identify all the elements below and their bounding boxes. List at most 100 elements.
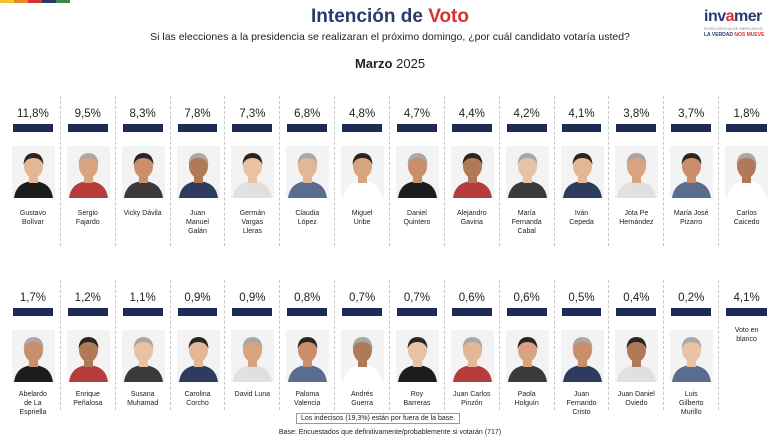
candidate-column: 0,6% Juan Carlos Pinzón — [445, 280, 500, 410]
category-label-line: Cepeda — [569, 219, 594, 226]
candidate-photo — [176, 330, 220, 382]
category-label-line: Enrique — [75, 391, 100, 398]
candidate-column: 8,3% Vicky Dávila — [116, 96, 171, 246]
candidate-photo-icon — [560, 146, 604, 198]
candidate-column: 7,3% Germán Vargas Lleras — [225, 96, 281, 246]
category-label-line: Susana — [130, 391, 155, 398]
candidate-column: 4,7% Daniel Quintero — [390, 96, 445, 246]
category-label: Jota Pe Hernández — [609, 209, 663, 227]
category-label-line: Jota Pe — [624, 210, 649, 217]
candidate-photo-icon — [66, 330, 110, 382]
category-label-line: Claudia — [295, 210, 320, 217]
candidate-photo — [341, 330, 385, 382]
candidate-photo-icon — [670, 330, 714, 382]
data-label: 4,2% — [513, 108, 540, 120]
category-label: Iván Cepeda — [555, 209, 609, 227]
chart-title: Intención de Voto — [0, 6, 780, 28]
candidate-photo-icon — [725, 146, 769, 198]
category-label-line: Oviedo — [625, 400, 648, 407]
category-label: Susana Muhamad — [116, 390, 170, 408]
category-label-line: Carolina — [184, 391, 211, 398]
bar — [451, 308, 492, 316]
candidate-photo-icon — [396, 146, 440, 198]
data-label: 6,8% — [294, 108, 321, 120]
bar — [506, 124, 547, 132]
category-label: Enrique Peñalosa — [61, 390, 115, 408]
category-label-line: Manuel — [186, 219, 209, 226]
bar — [616, 124, 657, 132]
data-label: 0,2% — [678, 292, 705, 304]
bar — [616, 308, 657, 316]
bar — [342, 308, 383, 316]
candidate-column: 0,2% Luis Gilberto Murillo — [664, 280, 720, 416]
bar — [397, 308, 437, 316]
candidate-column: 0,9% David Luna — [225, 280, 281, 410]
category-label: Juan Manuel Galán — [171, 209, 225, 236]
data-label: 1,2% — [74, 292, 101, 304]
category-label-line: Murillo — [680, 409, 702, 416]
candidate-column: 1,7% Abelardo de La Espriella — [6, 280, 61, 416]
category-label-line: Guerra — [351, 400, 373, 407]
data-label: 4,8% — [348, 108, 376, 120]
candidates-row-1: 11,8% Gustavo Bolívar 9,5% Sergio Fajardo 8,3%… — [6, 96, 774, 246]
color-stripe — [0, 0, 70, 3]
candidate-photo-icon — [121, 146, 165, 198]
bar — [232, 308, 273, 316]
candidate-column: 11,8% Gustavo Bolívar — [6, 96, 61, 246]
category-label: Luis Gilberto Murillo — [664, 390, 718, 417]
bar — [561, 124, 602, 132]
category-label-line: Carlos — [736, 210, 757, 217]
category-label-line: Muhamad — [127, 400, 159, 407]
category-label-line: Gaviria — [460, 219, 483, 226]
data-label: 0,9% — [184, 292, 211, 304]
data-label: 11,8% — [17, 108, 49, 120]
category-label-line: Juan Daniel — [617, 391, 655, 398]
candidate-photo — [396, 330, 440, 382]
data-label: 1,8% — [733, 108, 760, 120]
title-main: Intención de — [311, 6, 423, 27]
survey-question: Si las elecciones a la presidencia se re… — [150, 31, 630, 43]
category-label-line: Holguín — [514, 400, 539, 407]
logo-subtitle: INTELIGENCIA DE MERCADOS — [704, 26, 763, 31]
candidate-photo-icon — [505, 330, 549, 382]
category-label: Carolina Corcho — [171, 390, 225, 408]
bar — [67, 124, 108, 132]
candidate-column: 4,4% Alejandro Gaviria — [445, 96, 500, 246]
candidate-column: 0,8% Paloma Valencia — [280, 280, 336, 410]
candidate-photo — [66, 330, 110, 382]
category-label-line: Daniel — [407, 210, 427, 217]
bar — [122, 124, 163, 132]
base-note: Base: Encuestados que definitivamente/pr… — [278, 429, 502, 436]
category-label-line: Alejandro — [457, 210, 487, 217]
category-label: Miguel Uribe — [335, 209, 389, 227]
data-label: 4,1% — [568, 108, 595, 120]
bar — [177, 308, 218, 316]
category-label-line: Sergio — [77, 210, 98, 217]
category-label-line: Pizarro — [680, 219, 703, 226]
candidate-photo — [450, 330, 494, 382]
logo-wordmark: invamer — [704, 8, 762, 25]
candidate-photo — [286, 330, 330, 382]
candidate-photo — [12, 146, 55, 198]
category-label: Gustavo Bolívar — [6, 209, 60, 227]
candidate-photo — [670, 146, 714, 198]
data-label: 0,6% — [458, 292, 485, 304]
category-label-line: Valencia — [294, 400, 321, 407]
data-label: 0,7% — [403, 292, 431, 304]
candidate-photo-icon — [560, 330, 604, 382]
category-label-line: María José — [673, 210, 709, 217]
invamer-logo: invamer INTELIGENCIA DE MERCADOS LA VERD… — [704, 8, 772, 38]
candidate-photo-icon — [12, 146, 55, 198]
category-label: Carlos Caicedo — [719, 209, 774, 227]
candidate-column: 3,7% María José Pizarro — [664, 96, 720, 246]
candidate-photo-icon — [615, 146, 659, 198]
category-label: María Fernanda Cabal — [500, 209, 554, 236]
data-label: 0,7% — [348, 292, 376, 304]
bar — [342, 124, 383, 132]
category-label: Roy Barreras — [390, 390, 444, 408]
candidate-photo — [176, 146, 220, 198]
candidate-photo-icon — [12, 330, 55, 382]
category-label-line: Lleras — [242, 228, 262, 235]
bar — [13, 308, 53, 316]
bar — [671, 124, 712, 132]
